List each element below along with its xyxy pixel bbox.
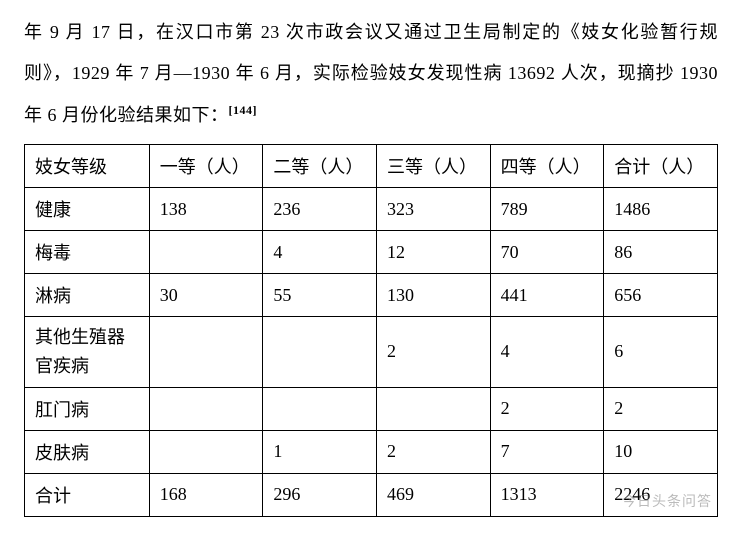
cell: 469 <box>377 473 491 516</box>
table-row: 淋病 30 55 130 441 656 <box>25 274 718 317</box>
row-label: 合计 <box>25 473 150 516</box>
table-row: 其他生殖器官疾病 2 4 6 <box>25 317 718 388</box>
cell <box>149 430 263 473</box>
table-row: 肛门病 2 2 <box>25 387 718 430</box>
cell: 1 <box>263 430 377 473</box>
data-table: 妓女等级 一等（人） 二等（人） 三等（人） 四等（人） 合计（人） 健康 13… <box>24 144 718 517</box>
row-label: 皮肤病 <box>25 430 150 473</box>
cell: 1486 <box>604 188 718 231</box>
citation-marker: [144] <box>229 103 258 117</box>
table-row: 合计 168 296 469 1313 2246 <box>25 473 718 516</box>
cell: 6 <box>604 317 718 388</box>
table-row: 梅毒 4 12 70 86 <box>25 231 718 274</box>
table-header-row: 妓女等级 一等（人） 二等（人） 三等（人） 四等（人） 合计（人） <box>25 145 718 188</box>
cell: 441 <box>490 274 604 317</box>
col-header-category: 妓女等级 <box>25 145 150 188</box>
cell: 12 <box>377 231 491 274</box>
cell: 138 <box>149 188 263 231</box>
cell: 7 <box>490 430 604 473</box>
cell <box>263 317 377 388</box>
cell: 4 <box>490 317 604 388</box>
cell: 130 <box>377 274 491 317</box>
cell: 168 <box>149 473 263 516</box>
cell: 296 <box>263 473 377 516</box>
cell: 2 <box>604 387 718 430</box>
cell <box>149 317 263 388</box>
watermark-text: 今日头条问答 <box>622 491 712 511</box>
cell: 10 <box>604 430 718 473</box>
table-row: 皮肤病 1 2 7 10 <box>25 430 718 473</box>
row-label: 梅毒 <box>25 231 150 274</box>
table-body: 健康 138 236 323 789 1486 梅毒 4 12 70 86 淋病… <box>25 188 718 517</box>
body-paragraph: 年 9 月 17 日，在汉口市第 23 次市政会议又通过卫生局制定的《妓女化验暂… <box>24 12 718 136</box>
row-label: 健康 <box>25 188 150 231</box>
table-row: 健康 138 236 323 789 1486 <box>25 188 718 231</box>
cell: 656 <box>604 274 718 317</box>
cell <box>377 387 491 430</box>
row-label: 淋病 <box>25 274 150 317</box>
cell <box>149 231 263 274</box>
cell: 2 <box>377 317 491 388</box>
cell: 1313 <box>490 473 604 516</box>
col-header-grade1: 一等（人） <box>149 145 263 188</box>
paragraph-text: 年 9 月 17 日，在汉口市第 23 次市政会议又通过卫生局制定的《妓女化验暂… <box>24 22 718 125</box>
cell: 55 <box>263 274 377 317</box>
cell: 323 <box>377 188 491 231</box>
cell <box>263 387 377 430</box>
cell: 2 <box>377 430 491 473</box>
cell: 2 <box>490 387 604 430</box>
col-header-grade4: 四等（人） <box>490 145 604 188</box>
row-label: 其他生殖器官疾病 <box>25 317 150 388</box>
cell: 4 <box>263 231 377 274</box>
col-header-grade3: 三等（人） <box>377 145 491 188</box>
cell: 70 <box>490 231 604 274</box>
cell: 789 <box>490 188 604 231</box>
cell: 30 <box>149 274 263 317</box>
col-header-grade2: 二等（人） <box>263 145 377 188</box>
cell: 236 <box>263 188 377 231</box>
cell: 86 <box>604 231 718 274</box>
row-label: 肛门病 <box>25 387 150 430</box>
cell <box>149 387 263 430</box>
col-header-total: 合计（人） <box>604 145 718 188</box>
